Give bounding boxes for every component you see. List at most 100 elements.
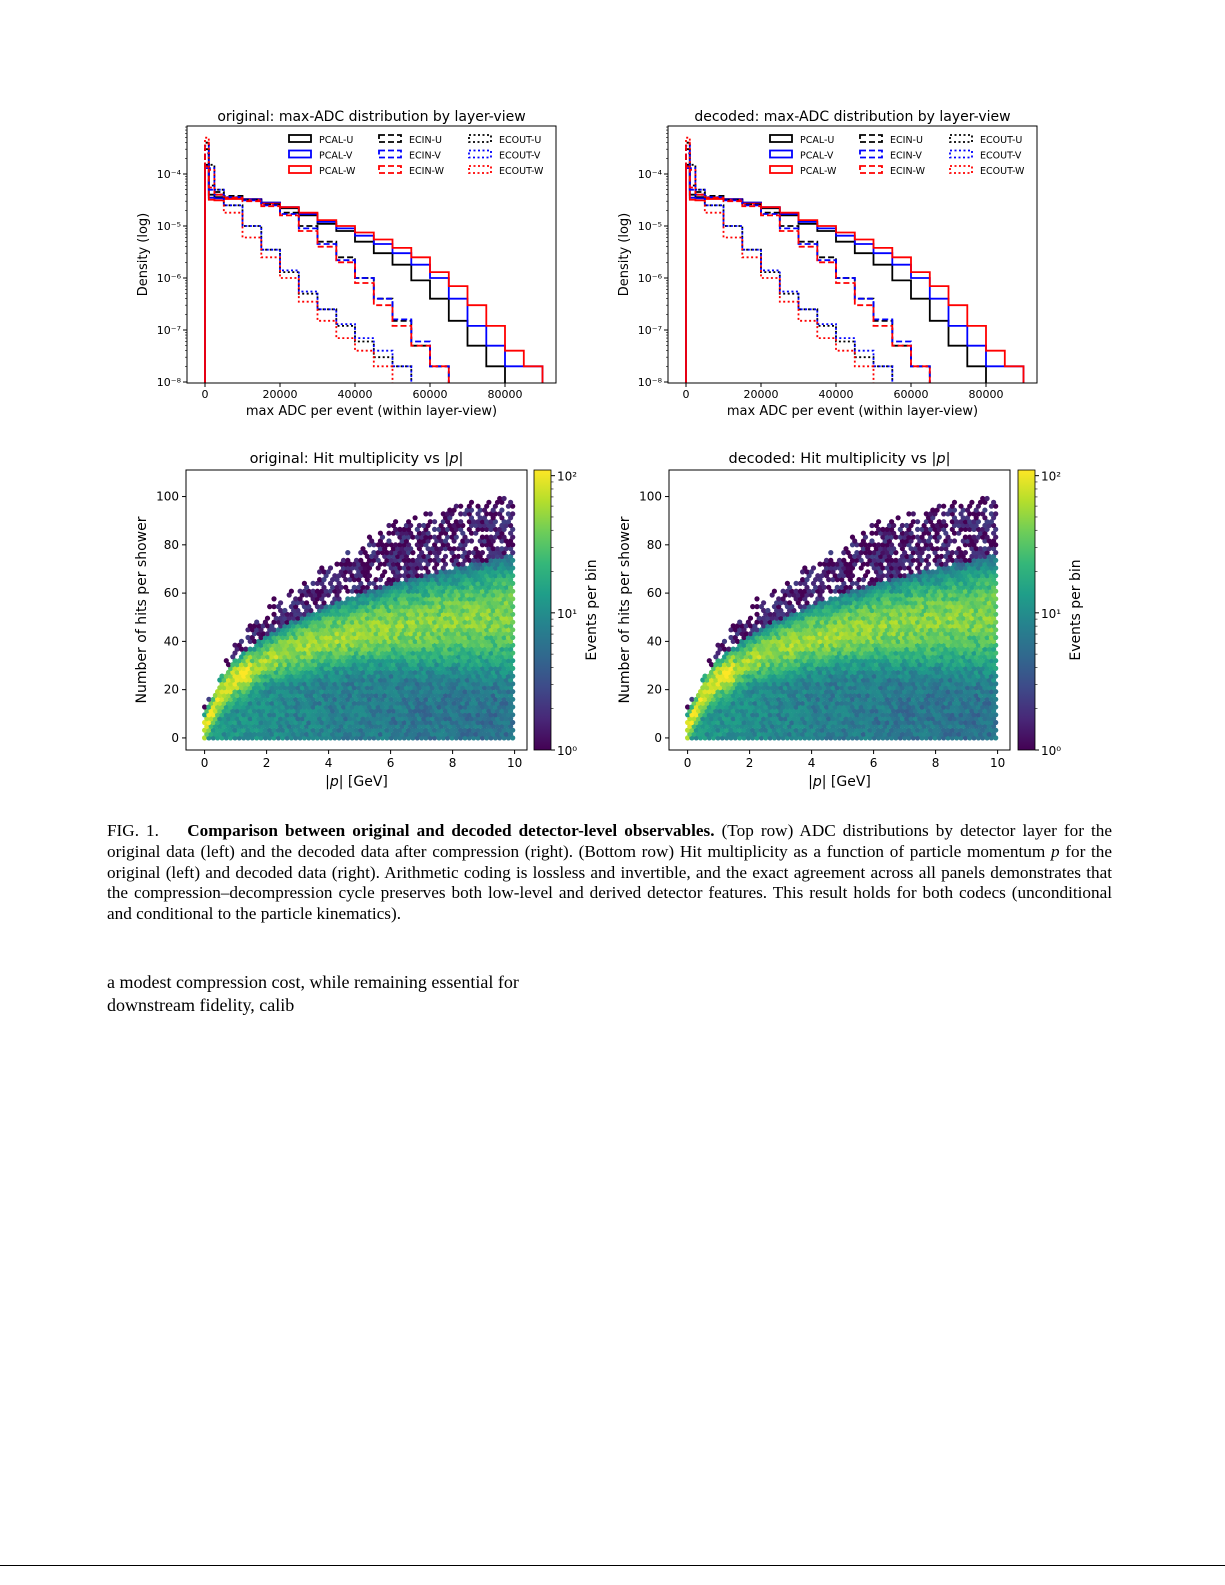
chart-title: original: Hit multiplicity vs |p| [250, 451, 464, 467]
hexbin-cell [438, 708, 444, 714]
hexbin-cell [397, 665, 403, 672]
hexbin-cell [462, 712, 468, 718]
hexbin-cell [416, 716, 422, 722]
hexbin-cell [353, 673, 360, 679]
hexbin-cell [479, 735, 485, 741]
hexbin-cell [293, 665, 299, 672]
hexbin-cell [219, 735, 225, 741]
hexbin-cell [455, 723, 462, 729]
hexbin-cell [345, 550, 351, 556]
hexbin-cell [432, 727, 438, 733]
hexbin-cell [475, 673, 481, 679]
hexbin-cell [202, 704, 208, 710]
hexbin-cell [358, 696, 364, 702]
hexbin-cell [364, 708, 370, 714]
hexbin-cell [390, 708, 396, 714]
hexbin-cell [477, 708, 483, 714]
hexbin-cell [364, 731, 370, 737]
hexbin-cell [486, 692, 492, 699]
hexbin-cell [427, 712, 433, 718]
hexbin-cell [406, 665, 412, 672]
hexbin-cell [327, 735, 334, 741]
hexbin-cell [501, 673, 507, 679]
hexbin-cell [219, 689, 225, 695]
series-line-ecout-w [685, 136, 875, 383]
hexbin-cell [245, 727, 251, 733]
hexbin-cell [234, 692, 240, 699]
hexbin-cell [438, 723, 444, 729]
hexbin-cell [388, 719, 394, 726]
hexbin-cell [291, 662, 297, 668]
hexbin-cell [442, 677, 449, 683]
hexbin-cell [269, 685, 275, 691]
hexbin-cell [288, 719, 294, 726]
hexbin-cell [343, 731, 349, 737]
hexbin-cell [451, 669, 457, 675]
hexbin-cell [208, 716, 214, 722]
hexbin-cell [488, 727, 494, 733]
hexbin-cell [238, 723, 245, 729]
hexbin-cell [297, 689, 303, 695]
hexbin-cell [325, 723, 331, 729]
hexbin-cell [271, 719, 277, 726]
hexbin-cell [494, 692, 501, 699]
hexbin-cell [471, 673, 477, 679]
colorbar-tick-label: 10⁰ [557, 744, 577, 758]
hexbin-cell [251, 731, 258, 737]
hexbin-cell [373, 723, 379, 729]
hexbin-cell [301, 719, 307, 726]
hexbin-cell [466, 673, 472, 679]
hexbin-cell [505, 735, 511, 741]
hexbin-cell [490, 731, 496, 737]
hexbin-cell [260, 708, 266, 714]
hexbin-cell [366, 665, 373, 672]
hexbin-cell [481, 700, 488, 706]
hexbin-cell [505, 712, 511, 718]
hexbin-cell [386, 685, 392, 691]
series-line-ecin-v [204, 152, 450, 383]
hexbin-cell [390, 731, 396, 737]
hexbin-cell [419, 712, 425, 718]
hexbin-cell [304, 716, 310, 722]
hexbin-cell [254, 704, 260, 710]
hexbin-cell [490, 708, 496, 714]
hexbin-cell [503, 700, 509, 706]
hexbin-cell [497, 712, 503, 718]
hexbin-cell [330, 700, 336, 706]
hexbin-cell [508, 685, 514, 691]
hexbin-cell [484, 719, 490, 726]
hexbin-cell [453, 712, 459, 718]
hexbin-cell [336, 689, 342, 695]
hexbin-cell [438, 692, 444, 699]
hexbin-cell [327, 565, 334, 571]
hexbin-cell [395, 685, 401, 691]
hexbin-cell [414, 712, 420, 718]
hexbin-cell [241, 673, 247, 679]
hexbin-cell [325, 662, 331, 668]
hexbin-cell [293, 696, 299, 702]
hexbin-cell [293, 719, 299, 726]
hexbin-cell [471, 735, 477, 741]
hexbin-cell [492, 727, 498, 733]
hexbin-cell [306, 689, 312, 695]
hexbin-cell [410, 704, 416, 710]
hexbin-cell [327, 689, 334, 695]
hexbin-cell [466, 681, 472, 687]
hexbin-cell [317, 716, 323, 722]
hexbin-cell [332, 696, 338, 702]
hexbin-cell [306, 719, 312, 726]
hexbin-cell [280, 689, 286, 695]
hexbin-cell [349, 696, 355, 702]
hexbin-cell [273, 692, 279, 699]
hexbin-cell [336, 719, 342, 726]
hexbin-cell [314, 681, 320, 687]
hexbin-cell [267, 689, 273, 695]
hexbin-cell [295, 662, 301, 668]
hexbin-cell [451, 731, 457, 737]
hexbin-cell [275, 696, 281, 702]
hexbin-cell [377, 708, 383, 714]
hexbin-cell [371, 696, 377, 702]
hexbin-cell [319, 727, 325, 733]
x-axis-label: max ADC per event (within layer-view) [246, 404, 497, 419]
hexbin-cell [349, 665, 355, 672]
